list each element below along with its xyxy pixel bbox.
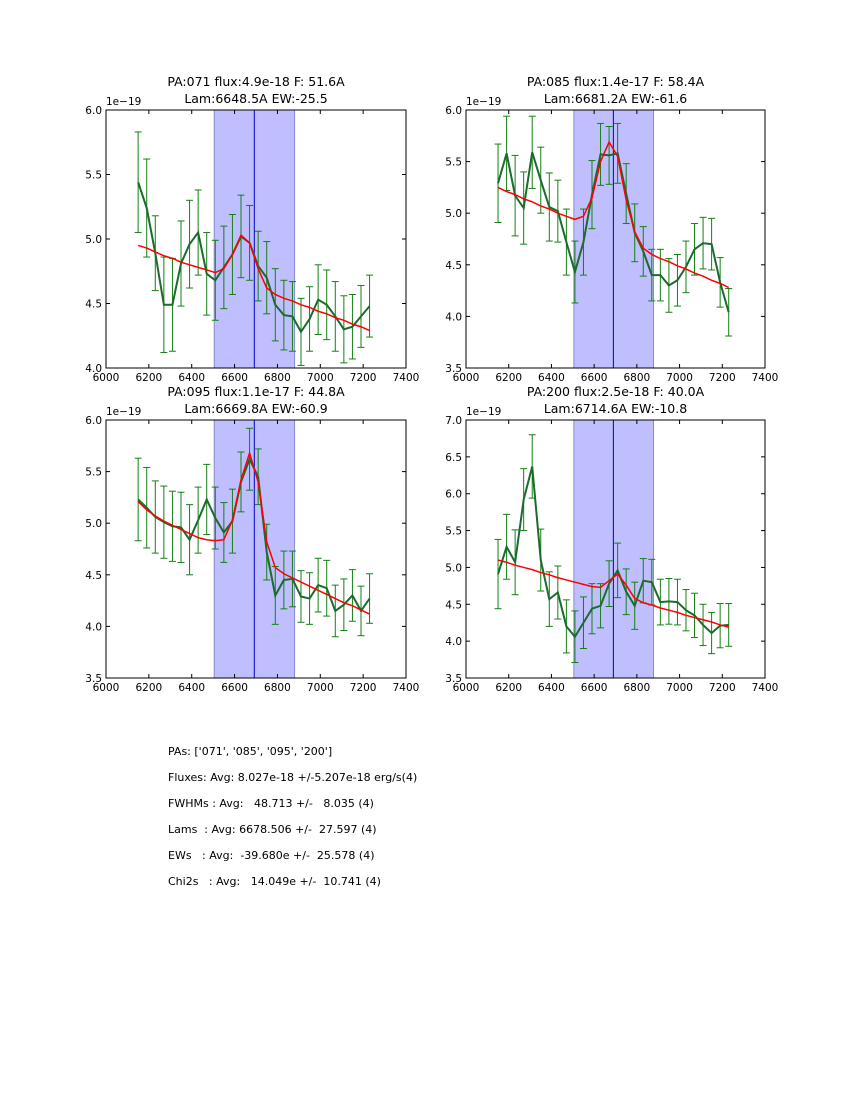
summary-block: PAs: ['071', '085', '095', '200'] Fluxes…: [168, 745, 417, 901]
x-tick-label: 6400: [538, 372, 565, 384]
x-tick-label: 7000: [307, 682, 334, 694]
x-tick-label: 7400: [752, 372, 779, 384]
x-tick-label: 6200: [495, 372, 522, 384]
y-tick-label: 3.5: [85, 673, 102, 685]
x-tick-label: 6400: [178, 372, 205, 384]
y-tick-label: 5.0: [85, 234, 102, 246]
y-tick-label: 5.5: [445, 157, 462, 169]
x-tick-label: 6800: [623, 372, 650, 384]
panel-4: PA:200 flux:2.5e-18 F: 40.0A Lam:6714.6A …: [445, 384, 778, 694]
x-tick-label: 6400: [538, 682, 565, 694]
x-tick-label: 6200: [495, 682, 522, 694]
x-tick-label: 6000: [93, 372, 120, 384]
y-tick-label: 4.0: [445, 636, 462, 648]
axes-frame: [105, 419, 407, 679]
y-tick-label: 4.0: [445, 311, 462, 323]
y-tick-label: 6.0: [85, 105, 102, 117]
y-offset-label: 1e−19: [106, 96, 141, 108]
y-tick-label: 6.5: [445, 452, 462, 464]
x-tick-label: 6200: [135, 682, 162, 694]
y-tick-label: 4.5: [445, 260, 462, 272]
x-tick-label: 7000: [666, 372, 693, 384]
x-tick-label: 6000: [93, 682, 120, 694]
fit-series-line: [137, 233, 370, 332]
y-offset-label: 1e−19: [106, 406, 141, 418]
plot-area: [494, 434, 733, 664]
y-tick-label: 7.0: [445, 415, 462, 427]
x-tick-label: 6600: [581, 682, 608, 694]
summary-fluxes: Fluxes: Avg: 8.027e-18 +/-5.207e-18 erg/…: [168, 771, 418, 784]
y-tick-label: 4.5: [445, 599, 462, 611]
summary-chi2s: Chi2s : Avg: 14.049e +/- 10.741 (4): [168, 875, 381, 888]
fit-series-line: [137, 450, 370, 615]
y-tick-label: 5.0: [85, 518, 102, 530]
panel-1: PA:071 flux:4.9e-18 F: 51.6A Lam:6648.5A …: [85, 74, 419, 384]
y-tick-label: 6.0: [445, 105, 462, 117]
x-tick-label: 7200: [709, 372, 736, 384]
panel-title-line: Lam:6648.5A EW:-25.5: [184, 91, 327, 106]
panel-title-line: PA:200 flux:2.5e-18 F: 40.0A: [527, 384, 705, 399]
y-tick-label: 4.0: [85, 621, 102, 633]
x-tick-label: 7000: [666, 682, 693, 694]
y-tick-label: 3.5: [445, 673, 462, 685]
fit-series-line: [497, 559, 729, 628]
x-tick-label: 7200: [709, 682, 736, 694]
y-tick-label: 4.0: [85, 363, 102, 375]
y-offset-label: 1e−19: [466, 96, 501, 108]
y-tick-label: 5.5: [85, 467, 102, 479]
x-tick-label: 6600: [581, 372, 608, 384]
y-tick-label: 4.5: [85, 299, 102, 311]
y-tick-label: 6.0: [445, 489, 462, 501]
panel-title-line: PA:085 flux:1.4e-17 F: 58.4A: [527, 74, 705, 89]
y-tick-label: 5.0: [445, 562, 462, 574]
fit-series-line: [497, 140, 730, 289]
axes-frame: [465, 109, 766, 369]
panel-title-line: Lam:6714.6A EW:-10.8: [544, 401, 687, 416]
summary-fwhms: FWHMs : Avg: 48.713 +/- 8.035 (4): [168, 797, 374, 810]
y-tick-label: 5.5: [85, 170, 102, 182]
panel-3: PA:095 flux:1.1e-17 F: 44.8A Lam:6669.8A …: [85, 384, 419, 694]
x-tick-label: 7200: [350, 372, 377, 384]
axes-frame: [465, 419, 766, 679]
x-tick-label: 7400: [752, 682, 779, 694]
y-tick-label: 3.5: [445, 363, 462, 375]
plot-area: [494, 115, 733, 337]
x-tick-label: 7400: [393, 682, 420, 694]
x-tick-label: 6800: [623, 682, 650, 694]
panel-title-line: PA:071 flux:4.9e-18 F: 51.6A: [167, 74, 345, 89]
x-tick-label: 6000: [453, 682, 480, 694]
panel-title-line: Lam:6681.2A EW:-61.6: [544, 91, 687, 106]
x-tick-label: 6200: [135, 372, 162, 384]
y-tick-label: 6.0: [85, 415, 102, 427]
y-tick-label: 5.5: [445, 526, 462, 538]
plot-area: [134, 427, 374, 638]
summary-pas: PAs: ['071', '085', '095', '200']: [168, 745, 333, 758]
summary-lams: Lams : Avg: 6678.506 +/- 27.597 (4): [168, 823, 377, 836]
y-tick-label: 4.5: [85, 570, 102, 582]
data-series-line: [497, 152, 730, 313]
plot-area: [134, 131, 374, 366]
x-tick-label: 6800: [264, 682, 291, 694]
panel-2: PA:085 flux:1.4e-17 F: 58.4A Lam:6681.2A …: [445, 74, 778, 384]
panel-title-line: PA:095 flux:1.1e-17 F: 44.8A: [167, 384, 345, 399]
x-tick-label: 6400: [178, 682, 205, 694]
x-tick-label: 7000: [307, 372, 334, 384]
x-tick-label: 6800: [264, 372, 291, 384]
x-tick-label: 6000: [453, 372, 480, 384]
panel-title-line: Lam:6669.8A EW:-60.9: [184, 401, 327, 416]
x-tick-label: 7200: [350, 682, 377, 694]
y-tick-label: 5.0: [445, 208, 462, 220]
summary-ews: EWs : Avg: -39.680e +/- 25.578 (4): [168, 849, 375, 862]
x-tick-label: 6600: [221, 682, 248, 694]
y-offset-label: 1e−19: [466, 406, 501, 418]
x-tick-label: 7400: [393, 372, 420, 384]
x-tick-label: 6600: [221, 372, 248, 384]
